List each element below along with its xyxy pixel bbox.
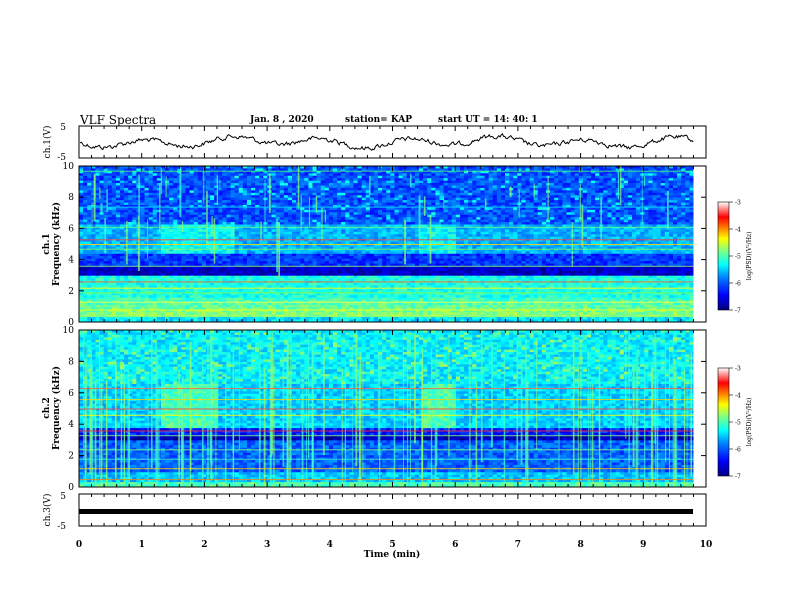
time-tick-label: 5 [389,540,395,550]
colorbar-tick-label: -6 [735,447,741,454]
time-tick-label: 3 [264,540,270,550]
yt2-ytick-label: 0 [68,318,74,328]
ch1-ytick-bottom: -5 [57,153,66,163]
date-label: Jan. 8 , 2020 [250,115,314,125]
start-time-label: start UT = 14: 40: 1 [438,115,538,125]
time-tick-label: 2 [201,540,207,550]
colorbar-tick-label: -4 [735,393,741,400]
ch1-spectrogram-image [79,166,706,323]
colorbar-tick-label: -3 [735,366,741,373]
colorbar-ch1-label: log(PSD)(V²/Hz) [746,232,753,281]
ch1-ylabel: ch.1(V) [42,126,53,159]
yt2-ytick-label: 8 [68,193,74,203]
station-label: station= KAP [345,115,413,125]
ch3-ytick-bottom: -5 [57,522,66,532]
colorbar-tick-label: -7 [735,474,741,481]
yt2-ytick-label: 4 [68,256,74,266]
ch3-flat-signal [79,509,693,514]
colorbar-tick-label: -6 [735,281,741,288]
time-tick-label: 8 [577,540,583,550]
ch2-spectrogram-image [79,330,706,488]
ch3-ytick-top: 5 [60,492,66,502]
colorbar-tick-label: -5 [735,254,741,261]
panel-ch1-spectrogram: 0 2 4 6 8 10 ch.1 Frequency (kHz) [42,162,707,328]
time-tick-label: 7 [515,540,521,550]
yt2-ytick-label: 2 [68,287,74,297]
time-axis: 0 1 2 3 4 5 6 7 8 9 10 [76,126,712,550]
time-tick-label: 4 [327,540,333,550]
ch1-ytick-top: 5 [60,123,66,133]
colorbar-tick-label: -3 [735,200,741,207]
colorbar-tick-label: -7 [735,308,741,315]
colorbar-tick-label: -5 [735,420,741,427]
time-tick-label: 1 [139,540,145,550]
colorbar-ch1-scale [717,201,730,311]
colorbar-tick-label: -4 [735,227,741,234]
ch2-spec-ylabel: Frequency (kHz) [51,366,62,450]
yt3-ytick-label: 0 [68,483,74,493]
yt3-ytick-label: 4 [68,420,74,430]
colorbar-ch2-scale [717,367,730,477]
ch3-ylabel: ch.3(V) [42,494,53,527]
ch1-waveform-line [79,132,694,151]
yt3-ytick-label: 6 [68,389,74,399]
colorbar-ch2-label: log(PSD)(V²/Hz) [746,398,753,447]
chart-title: VLF Spectra [80,113,157,127]
panel-ch3-waveform: 5 -5 ch.3(V) [42,492,707,532]
panel-ch2-spectrogram: 0 2 4 6 8 10 ch.2 Frequency (kHz) [42,326,707,493]
panel-ch1-frame [78,125,707,159]
yt3-ytick-label: 10 [63,326,75,336]
time-tick-label: 0 [76,540,82,550]
ch2-spec-channel-label: ch.2 [42,397,52,418]
panel-ch1-waveform: 5 -5 ch.1(V) [42,123,707,163]
colorbar-ch1: -3 -4 -5 -6 -7 log(PSD)(V²/Hz) [717,200,753,315]
colorbar-ch2: -3 -4 -5 -6 -7 log(PSD)(V²/Hz) [717,366,753,481]
time-axis-label: Time (min) [364,549,421,560]
yt2-ytick-label: 10 [63,162,75,172]
ch1-spec-ylabel: Frequency (kHz) [51,202,62,286]
time-tick-label: 10 [700,540,713,550]
yt3-ytick-label: 2 [68,452,74,462]
time-tick-label: 9 [640,540,646,550]
time-tick-label: 6 [452,540,458,550]
ch1-spec-channel-label: ch.1 [42,233,52,254]
yt3-ytick-label: 8 [68,357,74,367]
yt2-ytick-label: 6 [68,224,74,234]
